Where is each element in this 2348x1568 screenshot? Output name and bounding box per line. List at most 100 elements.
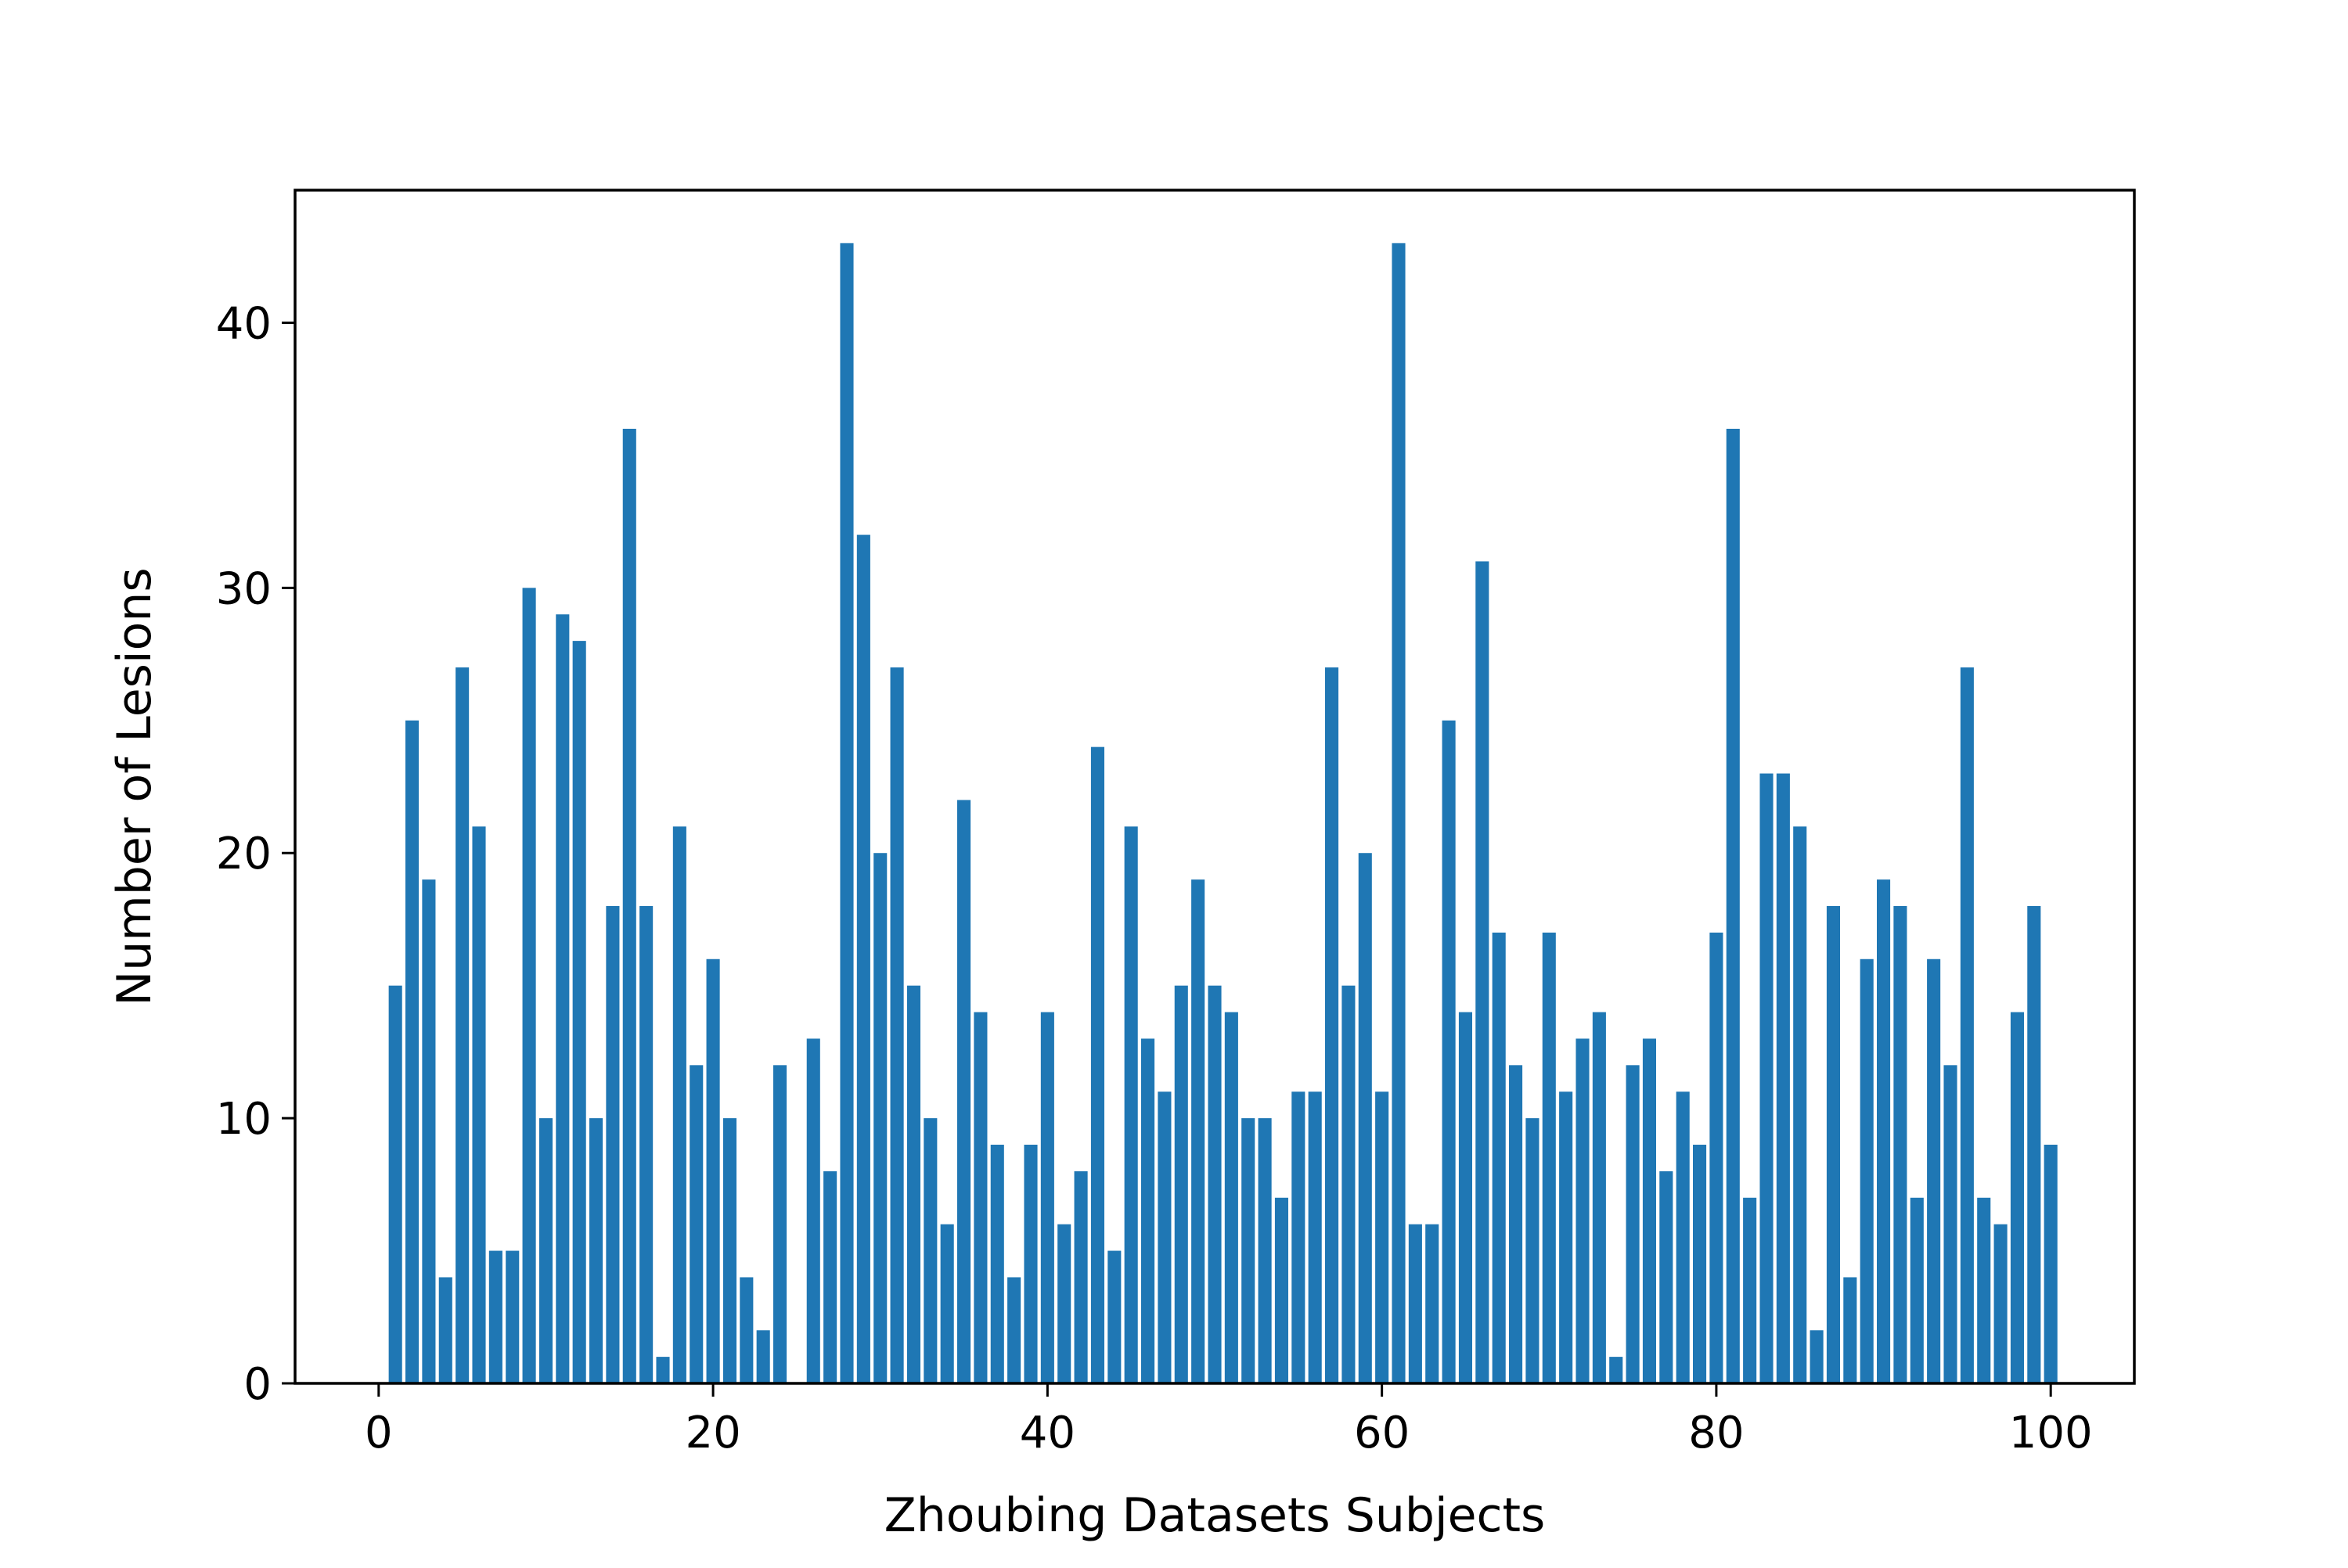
bar-subject-41 — [1057, 1224, 1071, 1383]
bar-subject-26 — [806, 1038, 820, 1383]
bar-subject-48 — [1174, 985, 1188, 1383]
bar-subject-77 — [1659, 1171, 1673, 1383]
bar-subject-24 — [773, 1065, 787, 1383]
bar-subject-18 — [672, 826, 686, 1383]
bar-subject-45 — [1124, 826, 1138, 1383]
bar-subject-51 — [1224, 1012, 1238, 1383]
bar-subject-40 — [1040, 1012, 1054, 1383]
bar-subject-35 — [957, 800, 971, 1383]
bar-subject-67 — [1492, 932, 1506, 1383]
bar-subject-31 — [890, 667, 904, 1383]
x-tick-label: 100 — [2009, 1408, 2093, 1458]
bar-subject-49 — [1191, 879, 1205, 1383]
bar-subject-55 — [1291, 1091, 1305, 1383]
y-tick-label: 30 — [216, 563, 272, 614]
bar-subject-65 — [1458, 1012, 1472, 1383]
x-tick-label: 40 — [1020, 1408, 1075, 1458]
bar-subject-20 — [706, 958, 720, 1383]
bar-subject-21 — [722, 1118, 736, 1383]
bar-subject-90 — [1877, 879, 1891, 1383]
plot-frame — [294, 189, 2136, 1385]
bar-subject-82 — [1743, 1197, 1757, 1383]
y-tick-label: 40 — [216, 298, 272, 349]
bar-subject-98 — [2010, 1012, 2024, 1383]
bar-subject-8 — [506, 1250, 520, 1383]
bar-subject-1 — [388, 985, 402, 1383]
bar-subject-5 — [456, 667, 470, 1383]
x-tick-label: 0 — [365, 1408, 393, 1458]
bar-subject-12 — [572, 641, 586, 1383]
bar-subject-17 — [656, 1357, 670, 1383]
bar-subject-30 — [873, 853, 888, 1383]
bar-subject-9 — [522, 588, 536, 1383]
bar-subject-72 — [1576, 1038, 1590, 1383]
bar-subject-44 — [1107, 1250, 1122, 1383]
bar-subject-50 — [1208, 985, 1222, 1383]
bar-subject-97 — [1993, 1224, 2008, 1383]
bar-subject-3 — [422, 879, 436, 1383]
bar-subject-68 — [1509, 1065, 1523, 1383]
bar-subject-69 — [1525, 1118, 1540, 1383]
bar-subject-52 — [1241, 1118, 1255, 1383]
bar-subject-43 — [1090, 746, 1104, 1383]
bar-subject-4 — [438, 1277, 452, 1383]
bar-subject-96 — [1977, 1197, 1991, 1383]
bar-subject-91 — [1893, 906, 1907, 1383]
bar-subject-32 — [906, 985, 920, 1383]
x-tick-label: 80 — [1688, 1408, 1744, 1458]
bar-subject-2 — [405, 720, 420, 1383]
bars-group — [388, 243, 2058, 1383]
bar-subject-60 — [1375, 1091, 1389, 1383]
bar-subject-14 — [606, 906, 620, 1383]
x-tick-label: 60 — [1354, 1408, 1410, 1458]
bar-subject-34 — [940, 1224, 954, 1383]
bar-subject-59 — [1358, 853, 1372, 1383]
y-tick-label: 20 — [216, 829, 272, 879]
x-axis-ticks: 0 20 40 60 80 100 — [365, 1383, 2093, 1458]
bar-subject-64 — [1442, 720, 1456, 1383]
bar-subject-95 — [1960, 667, 1974, 1383]
x-tick-label: 20 — [685, 1408, 740, 1458]
bar-subject-74 — [1609, 1357, 1623, 1383]
bar-subject-89 — [1860, 958, 1874, 1383]
bar-subject-39 — [1024, 1145, 1038, 1383]
bar-subject-6 — [472, 826, 486, 1383]
bar-subject-62 — [1408, 1224, 1422, 1383]
bar-subject-87 — [1826, 906, 1840, 1383]
bar-subject-85 — [1793, 826, 1807, 1383]
bar-subject-29 — [856, 534, 870, 1383]
bar-subject-36 — [974, 1012, 988, 1383]
bar-subject-92 — [1910, 1197, 1924, 1383]
bar-subject-86 — [1810, 1330, 1824, 1383]
bar-subject-28 — [840, 243, 854, 1383]
y-tick-label: 0 — [243, 1359, 272, 1410]
bar-subject-15 — [622, 429, 636, 1383]
bar-subject-61 — [1392, 243, 1406, 1383]
bar-subject-7 — [488, 1250, 502, 1383]
bar-subject-99 — [2027, 906, 2041, 1383]
bar-subject-75 — [1626, 1065, 1640, 1383]
bar-subject-22 — [740, 1277, 754, 1383]
y-axis-label: Number of Lesions — [107, 567, 162, 1005]
bar-subject-79 — [1693, 1145, 1707, 1383]
bar-subject-10 — [538, 1118, 553, 1383]
bar-subject-46 — [1141, 1038, 1155, 1383]
bar-subject-38 — [1007, 1277, 1021, 1383]
y-axis-ticks: 0 10 20 30 40 — [216, 298, 295, 1410]
bar-subject-94 — [1943, 1065, 1957, 1383]
bar-subject-83 — [1759, 773, 1774, 1383]
bar-subject-11 — [556, 614, 570, 1383]
y-tick-label: 10 — [216, 1094, 272, 1145]
bar-subject-13 — [589, 1118, 603, 1383]
bar-subject-93 — [1927, 958, 1941, 1383]
bar-subject-58 — [1341, 985, 1356, 1383]
bar-subject-53 — [1258, 1118, 1272, 1383]
bar-subject-56 — [1308, 1091, 1322, 1383]
bar-subject-54 — [1274, 1197, 1288, 1383]
bar-subject-66 — [1475, 561, 1489, 1383]
bar-subject-76 — [1642, 1038, 1656, 1383]
bar-subject-80 — [1709, 932, 1723, 1383]
bar-subject-16 — [639, 906, 654, 1383]
bar-subject-37 — [990, 1145, 1004, 1383]
